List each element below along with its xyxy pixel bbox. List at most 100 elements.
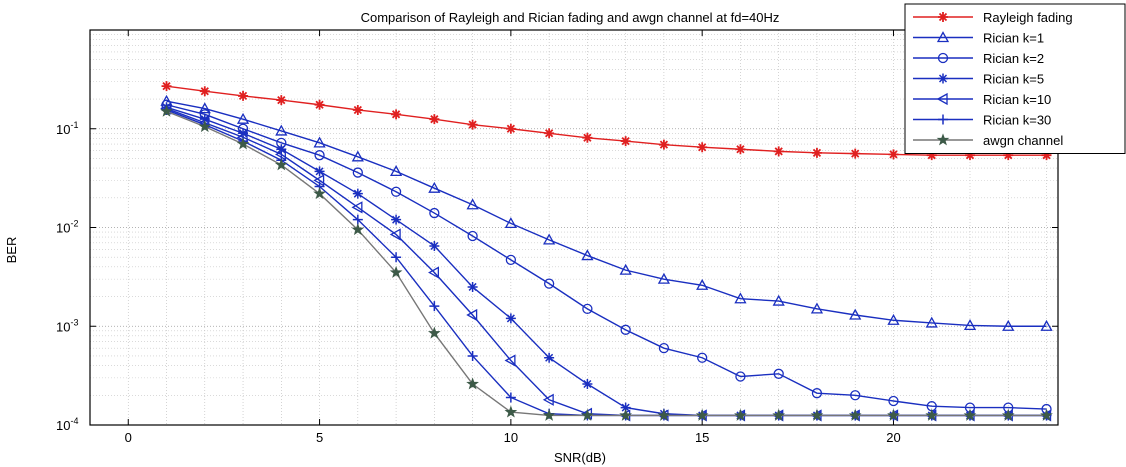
- data-point: [887, 408, 900, 421]
- data-point: [351, 150, 364, 162]
- data-point: [887, 313, 900, 325]
- legend-marker: [937, 52, 949, 64]
- data-point: [427, 326, 441, 339]
- legend-label: Rician k=2: [983, 51, 1044, 66]
- legend-item-rayleigh-fading: Rayleigh fading: [913, 10, 1073, 25]
- legend-marker: [936, 92, 948, 106]
- data-point: [466, 198, 479, 210]
- data-point: [772, 408, 786, 421]
- data-point: [734, 408, 747, 421]
- data-point: [773, 368, 784, 379]
- data-point: [389, 265, 403, 278]
- data-point: [658, 139, 669, 150]
- legend-item-awgn-channel: awgn channel: [913, 133, 1063, 148]
- legend-marker: [938, 12, 948, 22]
- data-point: [810, 302, 824, 314]
- data-point: [429, 240, 440, 251]
- data-point: [963, 319, 977, 331]
- data-point: [276, 144, 287, 155]
- series-rician-k-1: [160, 94, 1053, 331]
- data-point: [504, 405, 518, 418]
- legend-marker: [938, 114, 948, 125]
- data-point: [772, 294, 785, 306]
- data-point: [428, 266, 439, 279]
- series-rayleigh-fading: [161, 81, 1052, 161]
- data-point: [926, 150, 937, 161]
- data-point: [581, 249, 594, 261]
- data-point: [351, 223, 365, 236]
- data-point: [850, 390, 861, 401]
- data-point: [505, 392, 516, 403]
- data-point: [198, 119, 212, 133]
- data-point: [582, 132, 593, 143]
- data-point: [161, 81, 172, 92]
- series-layer: [160, 81, 1053, 422]
- data-point: [657, 272, 671, 284]
- data-point: [238, 128, 249, 139]
- data-point: [391, 109, 402, 120]
- data-point: [542, 393, 554, 406]
- data-point: [963, 408, 977, 421]
- data-point: [313, 136, 326, 148]
- data-point: [199, 114, 210, 125]
- data-point: [619, 408, 633, 421]
- data-point: [390, 186, 402, 197]
- data-point: [1040, 319, 1053, 331]
- y-tick-label: 10-4: [56, 416, 78, 433]
- data-point: [1040, 408, 1053, 421]
- legend-item-rician-k-2: Rician k=2: [913, 51, 1044, 66]
- data-point: [582, 303, 593, 315]
- data-point: [582, 379, 593, 390]
- data-point: [850, 148, 861, 159]
- data-point: [389, 165, 403, 177]
- data-point: [735, 371, 746, 382]
- data-point: [467, 350, 478, 361]
- data-point: [466, 308, 478, 322]
- data-point: [620, 402, 631, 413]
- y-tick-label: 10-3: [56, 317, 78, 334]
- data-point: [389, 228, 401, 241]
- data-point: [619, 263, 632, 275]
- data-point: [314, 99, 325, 110]
- data-point: [275, 124, 288, 136]
- data-point: [657, 408, 671, 421]
- data-point: [888, 395, 899, 407]
- data-point: [505, 254, 517, 266]
- data-point: [467, 119, 478, 130]
- legend: Rayleigh fading Rician k=1 Rician k=2 Ricia…: [904, 3, 1126, 154]
- data-point: [581, 408, 594, 421]
- series-awgn-channel: [160, 104, 1053, 421]
- data-point: [352, 167, 363, 178]
- x-tick-label: 15: [695, 430, 709, 445]
- data-point: [276, 95, 287, 106]
- data-point: [313, 187, 326, 200]
- data-point: [466, 377, 479, 390]
- data-point: [658, 343, 670, 354]
- data-point: [1003, 150, 1014, 161]
- x-tick-label: 5: [316, 430, 323, 445]
- data-point: [543, 278, 555, 289]
- data-point: [697, 142, 708, 153]
- data-point: [429, 114, 440, 125]
- series-line: [166, 85, 1047, 156]
- series-line: [166, 100, 1047, 327]
- data-point: [849, 308, 862, 320]
- data-point: [352, 188, 363, 199]
- axes: 0 5 10 15 20 10-4 10-3 10-2 10-1: [56, 29, 1059, 445]
- data-point: [504, 354, 516, 367]
- y-tick-label: 10-2: [56, 219, 78, 236]
- legend-label: Rician k=1: [983, 31, 1044, 46]
- legend-item-rician-k-10: Rician k=10: [913, 92, 1051, 107]
- legend-item-rician-k-1: Rician k=1: [913, 31, 1044, 46]
- data-point: [160, 104, 173, 117]
- legend-label: Rician k=10: [983, 92, 1051, 107]
- data-point: [505, 313, 516, 324]
- data-point: [352, 214, 363, 225]
- data-point: [236, 137, 250, 150]
- data-point: [236, 112, 250, 124]
- data-point: [467, 230, 478, 242]
- data-point: [888, 149, 899, 160]
- data-point: [351, 201, 363, 214]
- data-point: [965, 150, 975, 161]
